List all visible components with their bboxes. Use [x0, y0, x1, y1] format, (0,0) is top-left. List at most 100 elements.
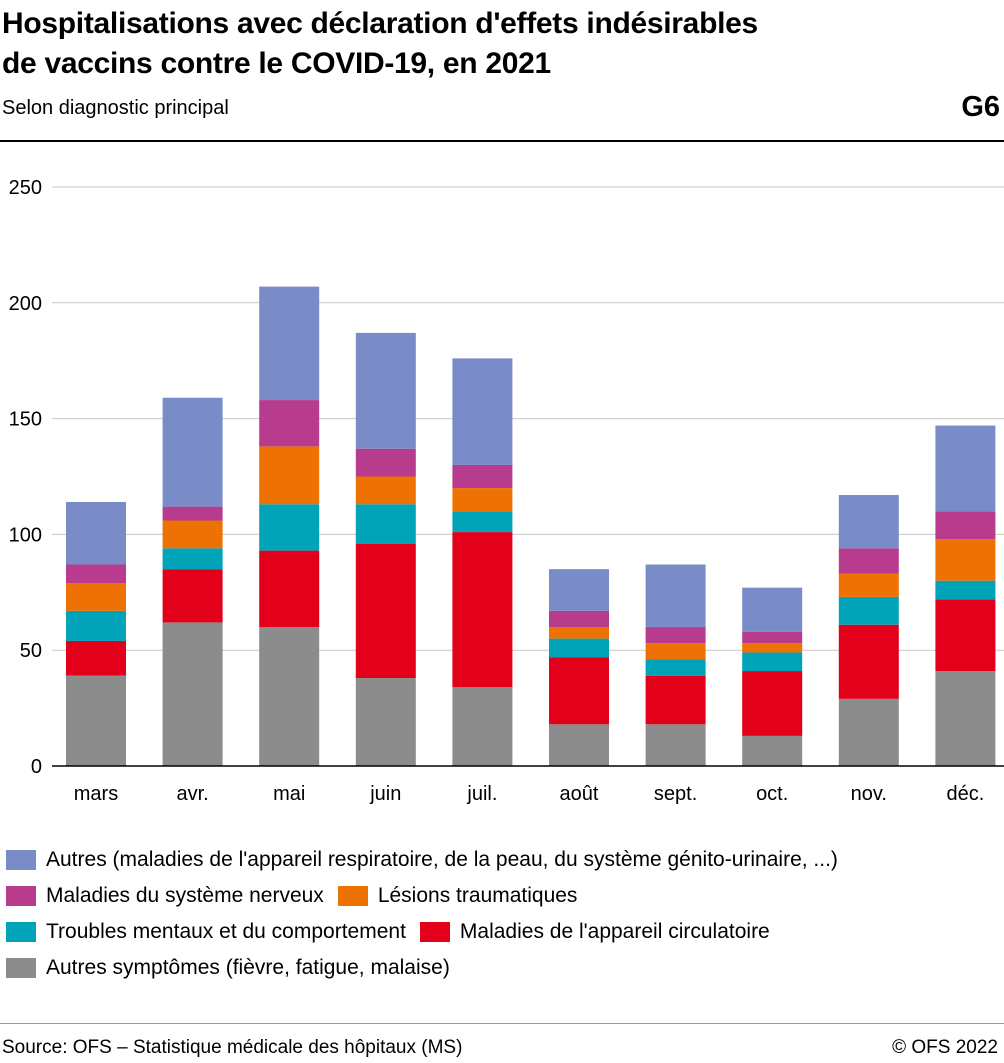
bar-segment-0-3: [66, 583, 126, 611]
bar-segment-8-5: [838, 495, 899, 549]
bar-segment-8-4: [838, 548, 899, 574]
bar-segment-5-5: [549, 569, 609, 611]
bar-segment-1-0: [162, 622, 223, 766]
bar-segment-0-1: [66, 640, 126, 676]
graphic-code: G6: [961, 91, 1000, 123]
chart-subtitle: Selon diagnostic principal: [2, 97, 229, 119]
bar-segment-6-2: [645, 659, 706, 676]
bar-segment-4-1: [452, 532, 513, 688]
legend-label-1: Maladies de l'appareil circulatoire: [459, 920, 770, 943]
chart-title-line-2: de vaccins contre le COVID-19, en 2021: [2, 47, 551, 80]
legend-label-4: Maladies du système nerveux: [46, 884, 324, 907]
x-tick-label-7: oct.: [756, 783, 788, 805]
x-tick-label-6: sept.: [654, 783, 697, 805]
bar-segment-4-0: [452, 687, 513, 766]
x-tick-label-1: avr.: [176, 783, 208, 805]
legend-item-1: Maladies de l'appareil circulatoire: [419, 914, 770, 950]
x-tick-label-3: juin: [369, 783, 401, 805]
bar-segment-9-5: [935, 425, 996, 512]
legend-item-2: Troubles mentaux et du comportement: [6, 914, 406, 950]
stacked-bar-chart: 0 50 100 150 200 250 mars avr. mai juin juil. août s…: [9, 177, 1004, 805]
bar-segment-3-4: [355, 448, 416, 477]
chart-legend: Autres (maladies de l'appareil respirato…: [6, 842, 852, 986]
bar-segment-1-4: [162, 506, 223, 521]
bar-segment-7-3: [742, 643, 803, 653]
y-tick-label-150: 150: [9, 409, 42, 431]
bar-segment-2-4: [259, 400, 320, 447]
bar-segment-9-2: [935, 580, 996, 600]
legend-label-2: Troubles mentaux et du comportement: [46, 920, 406, 943]
bar-segment-6-1: [645, 675, 706, 725]
bar-segment-5-1: [549, 657, 609, 725]
footer-divider: [0, 1023, 1004, 1024]
bar-segment-9-3: [935, 539, 996, 581]
legend-label-0: Autres symptômes (fièvre, fatigue, malai…: [46, 956, 450, 979]
bar-segment-1-2: [162, 548, 223, 570]
chart-title: Hospitalisations avec déclaration d'effe…: [2, 4, 902, 84]
bar-segment-9-1: [935, 599, 996, 672]
y-tick-label-50: 50: [20, 640, 42, 662]
bar-segment-2-0: [259, 627, 320, 766]
bar-segment-9-4: [935, 511, 996, 540]
bar-segment-5-0: [549, 724, 609, 766]
bar-segment-8-1: [838, 624, 899, 699]
y-tick-label-100: 100: [9, 524, 42, 546]
bar-segment-0-2: [66, 610, 126, 641]
legend-swatch-1: [419, 922, 450, 942]
bar-segment-7-4: [742, 631, 803, 644]
bar-segment-3-3: [355, 476, 416, 505]
bar-segment-6-3: [645, 643, 706, 660]
legend-row: Autres (maladies de l'appareil respirato…: [6, 842, 852, 878]
x-tick-label-5: août: [560, 783, 599, 805]
bar-segment-8-0: [838, 698, 899, 766]
bar-segment-5-3: [549, 627, 609, 639]
bar-segment-1-1: [162, 569, 223, 623]
legend-row: Troubles mentaux et du comportement Malad…: [6, 914, 852, 950]
x-tick-label-4: juil.: [466, 783, 497, 805]
bar-segment-6-4: [645, 627, 706, 644]
legend-swatch-2: [6, 922, 36, 942]
bar-segment-4-5: [452, 358, 513, 465]
bar-segment-1-5: [162, 397, 223, 507]
source-note: Source: OFS – Statistique médicale des h…: [2, 1037, 463, 1058]
y-tick-label-250: 250: [9, 177, 42, 199]
bar-segment-0-4: [66, 564, 126, 584]
x-tick-label-2: mai: [273, 783, 305, 805]
bar-segment-3-2: [355, 504, 416, 544]
bar-segment-0-5: [66, 501, 126, 565]
bar-segment-2-2: [259, 504, 320, 551]
legend-swatch-3: [337, 886, 368, 906]
bar-segment-8-3: [838, 573, 899, 597]
legend-row: Autres symptômes (fièvre, fatigue, malai…: [6, 950, 852, 986]
legend-label-3: Lésions traumatiques: [377, 884, 578, 907]
bar-segment-4-4: [452, 464, 513, 489]
legend-item-5: Autres (maladies de l'appareil respirato…: [6, 842, 838, 878]
bar-segment-7-1: [742, 671, 803, 736]
bar-segment-3-5: [355, 332, 416, 449]
y-tick-label-0: 0: [31, 756, 42, 778]
copyright-note: © OFS 2022: [892, 1037, 998, 1058]
bar-segment-2-3: [259, 446, 320, 505]
bar-segment-4-3: [452, 488, 513, 512]
bar-segment-5-2: [549, 638, 609, 658]
y-tick-label-200: 200: [9, 293, 42, 315]
bar-segment-3-1: [355, 543, 416, 678]
bar-segment-2-5: [259, 286, 320, 401]
bar-segment-7-5: [742, 587, 803, 632]
bar-segment-8-2: [838, 596, 899, 625]
bar-segment-6-5: [645, 564, 706, 628]
bar-segment-6-0: [645, 724, 706, 766]
legend-swatch-5: [6, 850, 36, 870]
bar-segment-7-0: [742, 735, 803, 766]
bar-segment-1-3: [162, 520, 223, 549]
bar-segment-5-4: [549, 610, 609, 628]
bar-segment-4-2: [452, 511, 513, 533]
legend-item-0: Autres symptômes (fièvre, fatigue, malai…: [6, 950, 450, 986]
bar-segment-2-1: [259, 550, 320, 628]
legend-row: Maladies du système nerveux Lésions traum…: [6, 878, 852, 914]
header-divider: [0, 140, 1004, 142]
legend-swatch-4: [6, 886, 36, 906]
legend-label-5: Autres (maladies de l'appareil respirato…: [46, 848, 838, 871]
legend-swatch-0: [6, 958, 36, 978]
x-tick-label-9: déc.: [946, 783, 984, 805]
